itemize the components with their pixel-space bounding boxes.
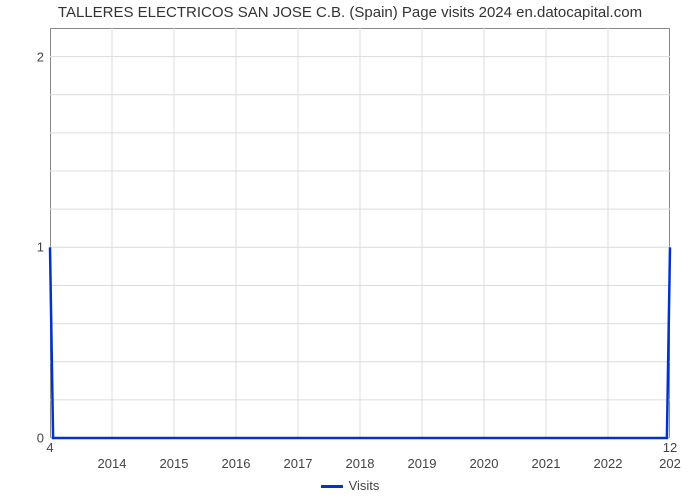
y-tick-label: 2: [26, 49, 44, 64]
chart-title: TALLERES ELECTRICOS SAN JOSE C.B. (Spain…: [0, 4, 700, 21]
plot-svg: [50, 28, 670, 438]
x-tick-label: 2014: [98, 456, 127, 471]
legend: Visits: [0, 478, 700, 493]
x-tick-label: 2019: [408, 456, 437, 471]
x-tick-label: 2016: [222, 456, 251, 471]
x-tick-label: 2021: [532, 456, 561, 471]
x-tick-label-right-edge: 202: [659, 456, 681, 471]
x-tick-label: 2018: [346, 456, 375, 471]
corner-label-bottom-right: 12: [663, 440, 677, 455]
legend-swatch: [321, 485, 343, 488]
y-tick-label: 0: [26, 431, 44, 446]
x-tick-label: 2020: [470, 456, 499, 471]
x-tick-label: 2022: [594, 456, 623, 471]
x-tick-label: 2015: [160, 456, 189, 471]
legend-label: Visits: [349, 478, 380, 493]
chart-container: { "chart": { "type": "line", "title": "T…: [0, 0, 700, 500]
plot-area: [50, 28, 670, 438]
corner-label-bottom-left: 4: [46, 440, 53, 455]
x-tick-label: 2017: [284, 456, 313, 471]
y-tick-label: 1: [26, 240, 44, 255]
